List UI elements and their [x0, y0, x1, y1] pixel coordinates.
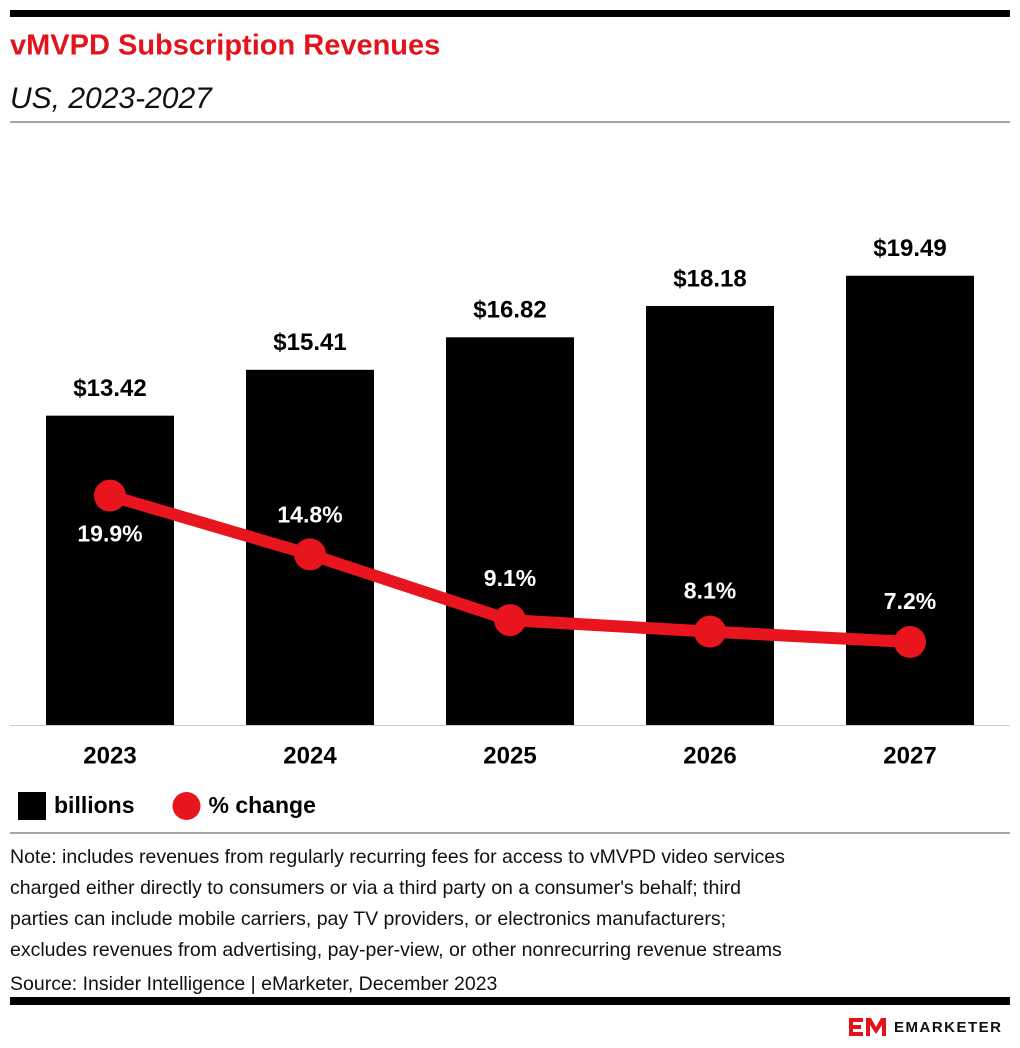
- line-value-label: 9.1%: [484, 565, 536, 591]
- bar-value-label: $18.18: [673, 265, 746, 292]
- note-line: parties can include mobile carriers, pay…: [10, 908, 726, 930]
- top-rule: [10, 10, 1010, 17]
- legend-swatch: [18, 792, 46, 820]
- x-tick-label: 2025: [483, 742, 536, 769]
- note-line: Note: includes revenues from regularly r…: [10, 846, 785, 868]
- x-tick-label: 2024: [283, 742, 337, 769]
- line-value-label: 19.9%: [77, 521, 142, 547]
- note-line: excludes revenues from advertising, pay-…: [10, 939, 782, 961]
- notes: Note: includes revenues from regularly r…: [10, 846, 785, 961]
- line-value-label: 7.2%: [884, 588, 936, 614]
- bar-value-label: $16.82: [473, 297, 546, 324]
- bar: [646, 305, 774, 725]
- line-point: [294, 538, 326, 571]
- line-point: [894, 626, 926, 659]
- chart-title: vMVPD Subscription Revenues: [10, 30, 440, 62]
- bar-value-label: $15.41: [273, 329, 346, 356]
- line-value-label: 14.8%: [277, 502, 342, 528]
- bar-value-label: $19.49: [873, 235, 946, 262]
- line-point: [94, 479, 126, 512]
- x-tick-label: 2027: [883, 742, 936, 769]
- source: Source: Insider Intelligence | eMarketer…: [10, 973, 497, 995]
- x-tick-label: 2026: [683, 742, 736, 769]
- bar: [446, 337, 574, 725]
- line-value-label: 8.1%: [684, 578, 736, 604]
- bar-value-label: $13.42: [73, 375, 146, 402]
- chart-subtitle: US, 2023-2027: [10, 82, 213, 115]
- note-line: charged either directly to consumers or …: [10, 877, 741, 899]
- x-tick-label: 2023: [83, 742, 136, 769]
- line-point: [494, 604, 526, 637]
- bottom-rule: [10, 997, 1010, 1005]
- legend-label: % change: [209, 792, 316, 818]
- logo-text: EMARKETER: [894, 1019, 1003, 1036]
- bar: [46, 415, 174, 725]
- legend-swatch: [172, 792, 201, 820]
- legend-label: billions: [54, 792, 135, 818]
- logo-mark: [849, 1018, 886, 1036]
- line-point: [694, 615, 726, 648]
